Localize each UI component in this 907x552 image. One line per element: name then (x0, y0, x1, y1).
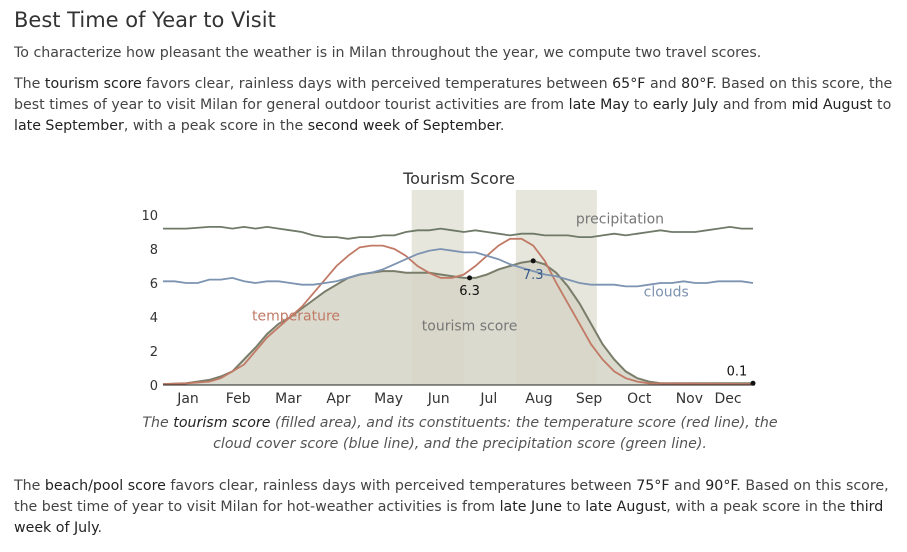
period2-end: late September (14, 118, 124, 134)
value-label: 6.3 (459, 284, 480, 299)
beach-paragraph: The beach/pool score favors clear, rainl… (14, 476, 894, 539)
text-run: . Based on this score, the best time of … (14, 478, 889, 515)
text-run: The (142, 415, 174, 431)
tourism-score-area (163, 260, 753, 385)
text-run: to (561, 499, 586, 515)
x-tick-label: Jul (479, 391, 497, 407)
series-annotation: clouds (644, 285, 689, 301)
value-label: 7.3 (523, 268, 544, 283)
text-run: , with a peak score in the (666, 499, 851, 515)
precipitation-line (163, 225, 753, 240)
series-annotation: precipitation (576, 212, 664, 228)
x-tick-label: Oct (627, 391, 652, 407)
temperature-line (162, 237, 754, 385)
beach-end: late August (585, 499, 667, 515)
beach-peak: third week of July (14, 499, 884, 536)
area-layer (163, 260, 753, 385)
text-run: . (499, 118, 505, 134)
text-run: to (629, 97, 653, 113)
period1-end: early July (652, 97, 719, 113)
text-run: . Based on this score, the best times of… (14, 76, 893, 113)
beach-score-term: beach/pool score (44, 478, 166, 494)
tourism-score-term: tourism score (44, 76, 142, 92)
beach-range-high: 90°F (705, 478, 737, 494)
text-run: (filled area), and its constituents: the… (213, 415, 778, 452)
x-tick-label: Aug (525, 391, 552, 407)
beach-start: late June (499, 499, 562, 515)
x-tick-label: Mar (275, 391, 302, 407)
y-tick-label: 10 (141, 209, 158, 224)
text-run: favors clear, rainless days with perceiv… (141, 76, 613, 92)
label-layer: temperature tourism score precipitation clo… (252, 212, 756, 386)
text-run: The (14, 76, 45, 92)
value-point (467, 275, 473, 281)
text-run: and from (718, 97, 792, 113)
x-tick-label: Jan (176, 391, 199, 407)
text-run: and (669, 478, 706, 494)
beach-range-low: 75°F (636, 478, 670, 494)
peak-period: second week of September (307, 118, 500, 134)
x-tick-label: Dec (714, 391, 741, 407)
chart-title: Tourism Score (402, 169, 515, 188)
line-layer (162, 225, 754, 386)
value-point (530, 258, 536, 264)
intro-paragraph: To characterize how pleasant the weather… (14, 45, 762, 61)
series-annotation: temperature (252, 308, 340, 324)
x-tick-label: Feb (226, 391, 251, 407)
temp-range-high: 80°F (681, 76, 713, 92)
y-tick-label: 8 (150, 243, 158, 258)
series-annotation: tourism score (422, 319, 518, 335)
x-tick-label: Apr (326, 391, 350, 407)
period2-start: mid August (791, 97, 873, 113)
text-run: , with a peak score in the (123, 118, 308, 134)
clouds-line (163, 248, 754, 288)
value-label: 0.1 (727, 364, 748, 379)
text-run: favors clear, rainless days with perceiv… (165, 478, 637, 494)
x-tick-label: May (374, 391, 403, 407)
temp-range-low: 65°F (612, 76, 646, 92)
x-tick-label: Nov (676, 391, 703, 407)
y-tick-label: 2 (150, 345, 158, 360)
axis-layer: 0 2 4 6 8 10 Jan Feb Mar Apr May Jun Jul Aug Sep Oct Nov… (141, 209, 753, 407)
y-tick-label: 6 (150, 277, 158, 292)
text-run: to (872, 97, 892, 113)
x-tick-label: Jun (427, 391, 450, 407)
tourism-paragraph: The tourism score favors clear, rainless… (14, 74, 894, 137)
y-tick-label: 4 (150, 311, 158, 326)
period1-start: late May (568, 97, 630, 113)
text-run: The (14, 478, 45, 494)
y-tick-label: 0 (150, 379, 158, 394)
chart-caption: The tourism score (filled area), and its… (140, 413, 780, 455)
text-run: . (97, 520, 102, 536)
caption-term: tourism score (173, 415, 271, 431)
x-tick-label: Sep (576, 391, 603, 407)
page-title: Best Time of Year to Visit (14, 8, 276, 32)
text-run: and (645, 76, 682, 92)
